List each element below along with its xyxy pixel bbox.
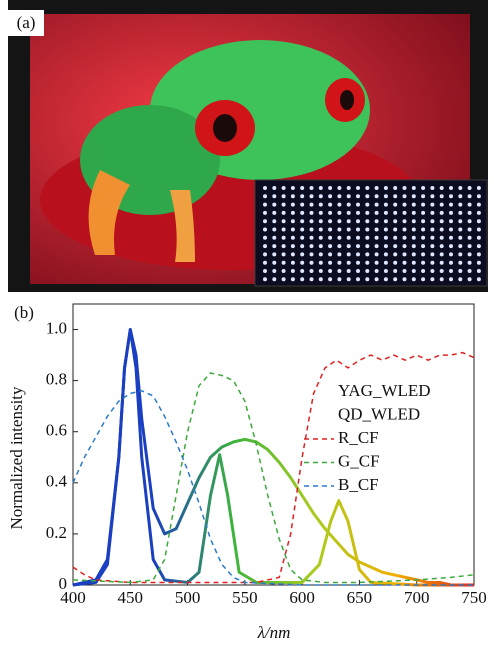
y-tick-label: 0 xyxy=(59,574,68,593)
series-line xyxy=(72,328,474,587)
panel-label: (a) xyxy=(17,13,36,32)
y-tick-label: 0.4 xyxy=(46,472,68,491)
y-tick-label: 0.2 xyxy=(46,523,67,542)
led-panel xyxy=(263,186,481,282)
y-tick-label: 1.0 xyxy=(46,318,67,337)
x-tick-label: 600 xyxy=(289,588,315,607)
x-tick-label: 700 xyxy=(404,588,430,607)
x-tick-label: 750 xyxy=(461,588,487,607)
x-axis-label: λ/nm xyxy=(257,623,291,642)
photo: (a) xyxy=(8,0,488,292)
x-tick-label: 450 xyxy=(118,588,144,607)
panel-label: (b) xyxy=(14,303,34,322)
plot-frame xyxy=(72,303,475,586)
series-line xyxy=(72,390,474,586)
series-line xyxy=(72,372,475,584)
x-tick-label: 400 xyxy=(60,588,86,607)
y-tick-label: 0.6 xyxy=(46,421,67,440)
legend-label: R_CF xyxy=(338,428,379,447)
legend-label: QD_WLED xyxy=(338,404,420,423)
y-tick-label: 0.8 xyxy=(46,370,67,389)
legend-label: B_CF xyxy=(338,475,379,494)
x-tick-label: 500 xyxy=(175,588,201,607)
series-line xyxy=(72,328,474,587)
legend-label: G_CF xyxy=(338,451,380,470)
y-axis-label: Normalized intensity xyxy=(7,386,26,530)
legend-label: YAG_WLED xyxy=(338,381,431,400)
x-tick-label: 650 xyxy=(347,588,373,607)
series-line xyxy=(72,351,475,584)
x-tick-label: 550 xyxy=(232,588,258,607)
